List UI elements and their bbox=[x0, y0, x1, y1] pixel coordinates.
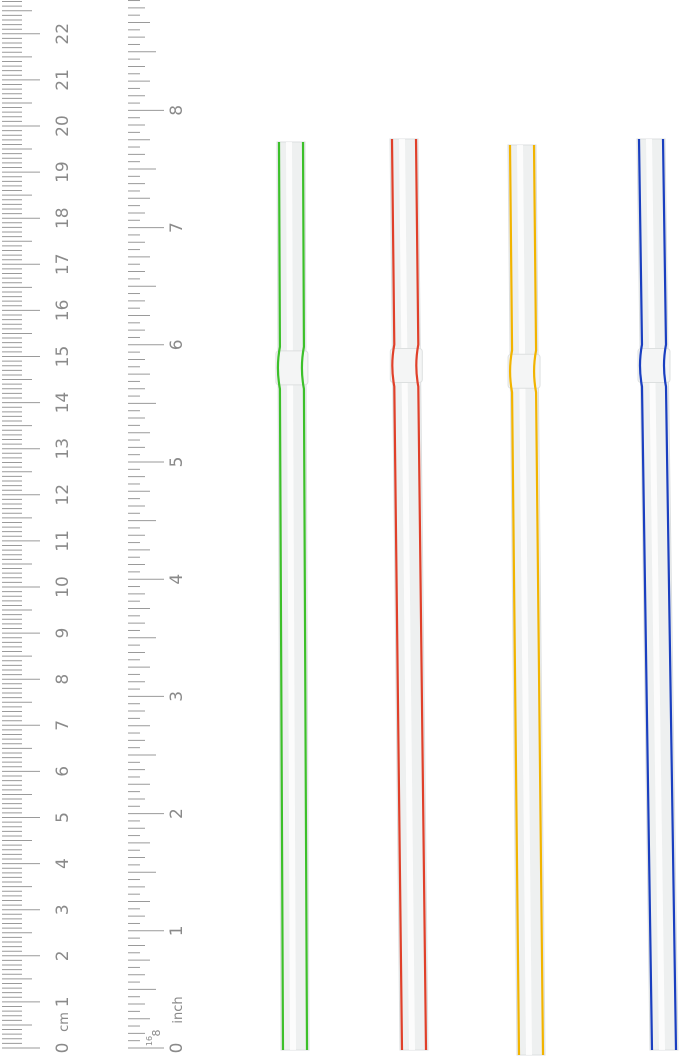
cm-label: 21 bbox=[53, 69, 73, 91]
inch-label: 8 bbox=[167, 105, 187, 116]
stripe bbox=[637, 138, 654, 1051]
inch-label: 4 bbox=[167, 574, 187, 585]
cm-label: 11 bbox=[53, 530, 73, 552]
stripe bbox=[300, 141, 309, 1051]
cm-label: 14 bbox=[53, 392, 73, 414]
cm-label: 2 bbox=[53, 950, 73, 961]
inch-label: 0 bbox=[167, 1043, 187, 1054]
straw-red bbox=[389, 138, 429, 1051]
cm-label: 6 bbox=[53, 766, 73, 777]
cm-label: 17 bbox=[53, 253, 73, 275]
inch-unit-label: inch bbox=[171, 996, 186, 1023]
cm-label: 8 bbox=[53, 674, 73, 685]
cm-label: 7 bbox=[53, 720, 73, 731]
straw-green bbox=[275, 141, 310, 1051]
cm-label: 0 bbox=[53, 1043, 73, 1054]
cm-label: 19 bbox=[53, 161, 73, 183]
straw-blue bbox=[636, 138, 679, 1051]
inch-label: 5 bbox=[167, 457, 187, 468]
bend-section bbox=[507, 353, 541, 389]
cm-label: 3 bbox=[53, 904, 73, 915]
cm-label: 12 bbox=[53, 484, 73, 506]
bend-section bbox=[275, 350, 309, 386]
stripe bbox=[276, 141, 285, 1051]
stripe bbox=[661, 138, 678, 1051]
cm-label: 16 bbox=[53, 300, 73, 322]
cm-label: 13 bbox=[53, 438, 73, 460]
cm-label: 9 bbox=[53, 628, 73, 639]
inch-label: 1 bbox=[167, 925, 187, 936]
inch-fraction-label: 16 bbox=[145, 1036, 154, 1046]
cm-label: 15 bbox=[53, 346, 73, 368]
inch-label: 2 bbox=[167, 808, 187, 819]
straw-yellow bbox=[507, 144, 546, 1056]
cm-label: 22 bbox=[53, 23, 73, 45]
inch-label: 3 bbox=[167, 691, 187, 702]
cm-unit-label: cm bbox=[57, 1012, 72, 1032]
straws bbox=[275, 138, 679, 1056]
stripe bbox=[414, 138, 428, 1051]
inch-label: 6 bbox=[167, 339, 187, 350]
cm-label: 10 bbox=[53, 576, 73, 598]
inch-fraction-label: 8 bbox=[150, 1030, 163, 1037]
bend-section bbox=[637, 348, 671, 384]
cm-label: 5 bbox=[53, 812, 73, 823]
stripe bbox=[508, 144, 521, 1056]
bend-section bbox=[389, 348, 423, 384]
inch-label: 7 bbox=[167, 222, 187, 233]
cm-label: 18 bbox=[53, 207, 73, 229]
cm-label: 4 bbox=[53, 858, 73, 869]
stripe bbox=[532, 144, 545, 1056]
stripe bbox=[390, 138, 404, 1051]
cm-label: 20 bbox=[53, 115, 73, 137]
cm-label: 1 bbox=[53, 996, 73, 1007]
